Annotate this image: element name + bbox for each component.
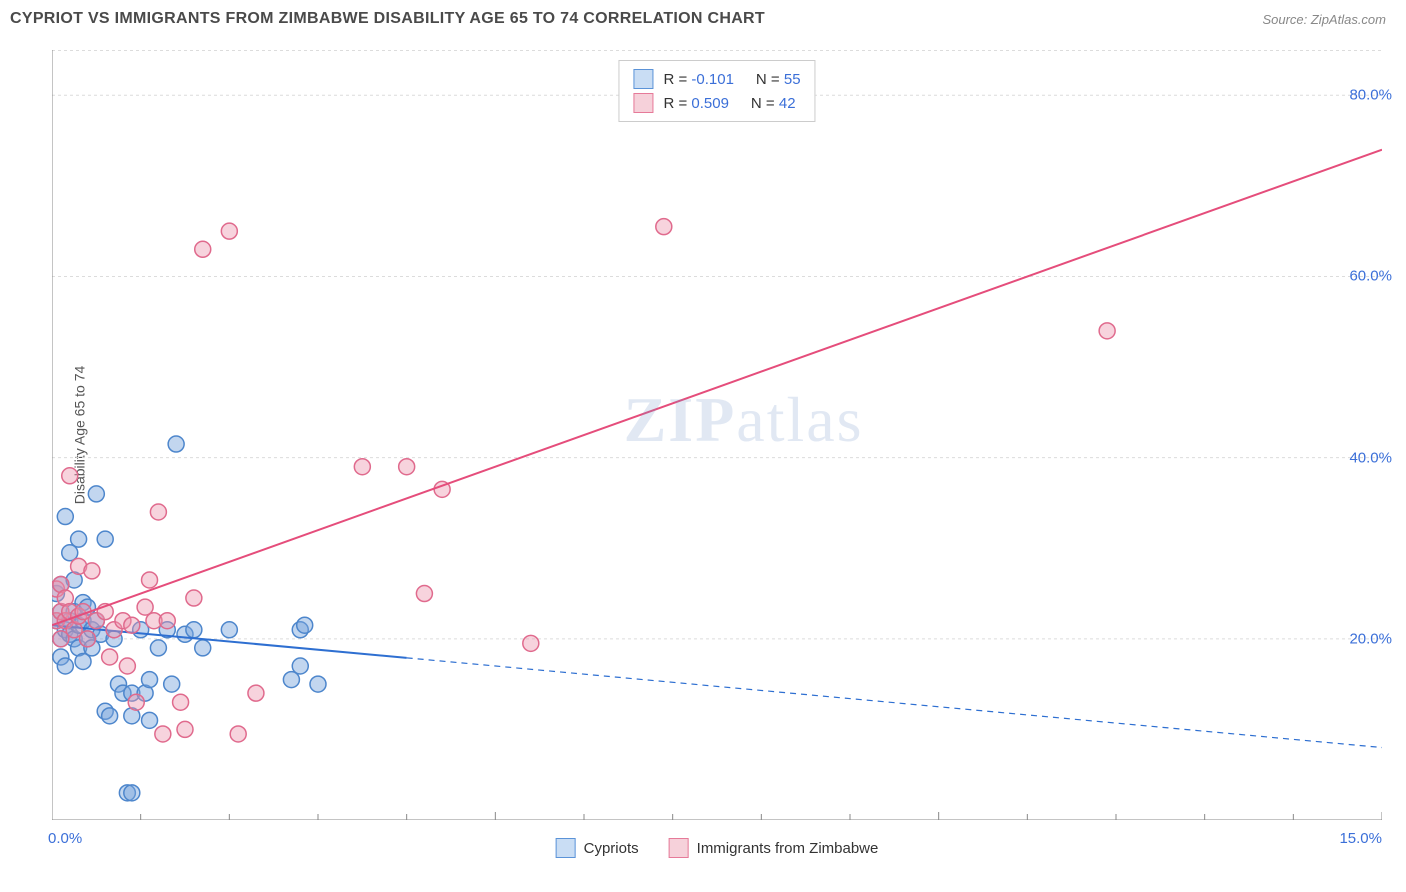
x-tick-label: 15.0% <box>1339 830 1382 847</box>
data-point <box>57 509 73 525</box>
data-point <box>297 617 313 633</box>
data-point <box>119 658 135 674</box>
data-point <box>195 640 211 656</box>
correlation-legend: R = -0.101 N = 55 R = 0.509 N = 42 <box>618 60 815 122</box>
source-attribution: Source: ZipAtlas.com <box>1262 12 1386 27</box>
legend-item: Immigrants from Zimbabwe <box>669 838 879 858</box>
data-point <box>177 721 193 737</box>
data-point <box>292 658 308 674</box>
legend-swatch <box>556 838 576 858</box>
data-point <box>128 694 144 710</box>
regression-line <box>52 150 1382 626</box>
data-point <box>248 685 264 701</box>
legend-swatch <box>633 69 653 89</box>
data-point <box>142 712 158 728</box>
data-point <box>79 631 95 647</box>
data-point <box>142 572 158 588</box>
data-point <box>124 617 140 633</box>
data-point <box>221 622 237 638</box>
data-point <box>102 708 118 724</box>
data-point <box>88 486 104 502</box>
legend-swatch <box>633 93 653 113</box>
data-point <box>656 219 672 235</box>
data-point <box>102 649 118 665</box>
data-point <box>84 563 100 579</box>
data-point <box>168 436 184 452</box>
legend-label: Immigrants from Zimbabwe <box>697 840 879 857</box>
y-tick-label: 80.0% <box>1312 87 1392 104</box>
data-point <box>97 531 113 547</box>
data-point <box>150 504 166 520</box>
data-point <box>186 590 202 606</box>
data-point <box>124 785 140 801</box>
legend-row: R = 0.509 N = 42 <box>633 91 800 115</box>
legend-item: Cypriots <box>556 838 639 858</box>
legend-label: Cypriots <box>584 840 639 857</box>
data-point <box>399 459 415 475</box>
correlation-chart: Disability Age 65 to 74 ZIPatlas R = -0.… <box>52 50 1382 820</box>
y-tick-label: 60.0% <box>1312 268 1392 285</box>
data-point <box>523 635 539 651</box>
y-tick-label: 20.0% <box>1312 630 1392 647</box>
data-point <box>186 622 202 638</box>
data-point <box>150 640 166 656</box>
data-point <box>62 468 78 484</box>
data-point <box>221 223 237 239</box>
data-point <box>159 613 175 629</box>
data-point <box>416 586 432 602</box>
chart-title: CYPRIOT VS IMMIGRANTS FROM ZIMBABWE DISA… <box>10 10 765 28</box>
plot-svg <box>52 50 1382 820</box>
regression-line-extrapolated <box>407 658 1382 748</box>
data-point <box>354 459 370 475</box>
data-point <box>155 726 171 742</box>
data-point <box>230 726 246 742</box>
data-point <box>164 676 180 692</box>
data-point <box>195 241 211 257</box>
data-point <box>57 658 73 674</box>
data-point <box>310 676 326 692</box>
data-point <box>142 672 158 688</box>
legend-swatch <box>669 838 689 858</box>
x-tick-label: 0.0% <box>48 830 82 847</box>
legend-row: R = -0.101 N = 55 <box>633 67 800 91</box>
series-legend: Cypriots Immigrants from Zimbabwe <box>556 838 879 858</box>
y-tick-label: 40.0% <box>1312 449 1392 466</box>
data-point <box>173 694 189 710</box>
data-point <box>71 531 87 547</box>
data-point <box>1099 323 1115 339</box>
